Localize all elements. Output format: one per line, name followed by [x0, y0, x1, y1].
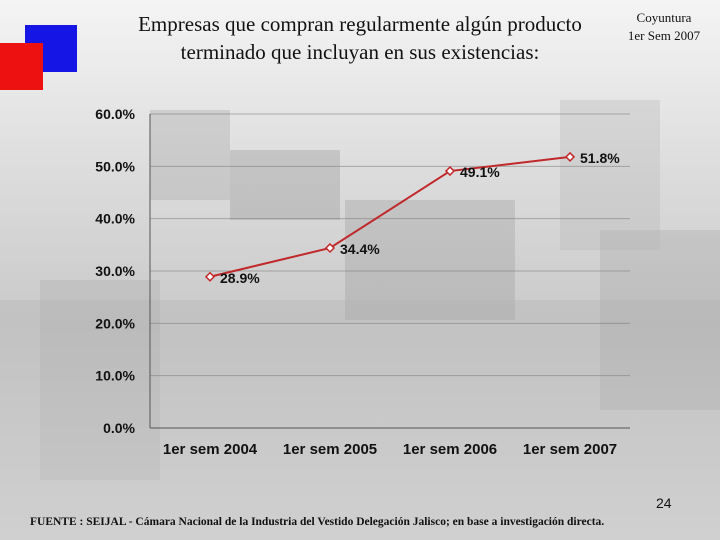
data-label: 28.9%: [220, 270, 260, 286]
data-point: [324, 242, 336, 254]
data-label: 34.4%: [340, 241, 380, 257]
x-tick-label: 1er sem 2004: [163, 441, 258, 458]
slide-title: Empresas que compran regularmente algún …: [138, 12, 582, 64]
badge-line-1: Coyuntura: [636, 10, 692, 25]
y-tick-label: 30.0%: [95, 263, 135, 279]
y-tick-label: 40.0%: [95, 211, 135, 227]
page-number: 24: [656, 495, 672, 511]
y-tick-label: 50.0%: [95, 158, 135, 174]
data-point: [444, 165, 456, 177]
decorative-red-square: [0, 43, 43, 90]
source-note: FUENTE : SEIJAL - Cámara Nacional de la …: [30, 516, 605, 528]
badge-line-2: 1er Sem 2007: [627, 28, 701, 43]
y-tick-label: 10.0%: [95, 368, 135, 384]
period-badge: Coyuntura 1er Sem 2007: [612, 9, 716, 45]
y-tick-label: 0.0%: [103, 420, 135, 436]
series-line: [209, 155, 571, 278]
y-tick-label: 60.0%: [95, 106, 135, 122]
x-tick-label: 1er sem 2007: [523, 441, 617, 458]
data-point: [564, 151, 576, 162]
x-tick-label: 1er sem 2005: [283, 441, 377, 458]
y-tick-label: 20.0%: [95, 315, 135, 331]
data-label: 49.1%: [460, 164, 500, 180]
x-tick-label: 1er sem 2006: [403, 441, 497, 458]
data-label: 51.8%: [580, 150, 620, 166]
data-point: [204, 271, 216, 282]
